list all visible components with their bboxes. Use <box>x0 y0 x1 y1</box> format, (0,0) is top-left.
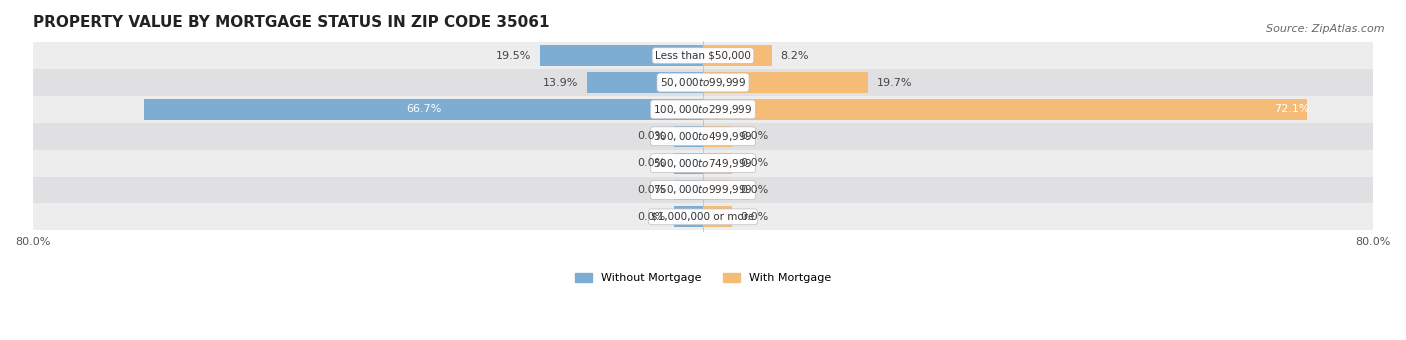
Bar <box>673 153 703 174</box>
Bar <box>703 72 868 93</box>
Text: $1,000,000 or more: $1,000,000 or more <box>651 212 755 222</box>
Bar <box>703 180 733 201</box>
Text: $100,000 to $299,999: $100,000 to $299,999 <box>654 103 752 116</box>
Text: $300,000 to $499,999: $300,000 to $499,999 <box>654 130 752 143</box>
Bar <box>32 123 1374 150</box>
Bar <box>32 69 1374 96</box>
Text: 66.7%: 66.7% <box>406 104 441 114</box>
Text: PROPERTY VALUE BY MORTGAGE STATUS IN ZIP CODE 35061: PROPERTY VALUE BY MORTGAGE STATUS IN ZIP… <box>32 15 550 30</box>
Bar <box>673 126 703 147</box>
Bar <box>586 72 703 93</box>
Text: $50,000 to $99,999: $50,000 to $99,999 <box>659 76 747 89</box>
Text: 0.0%: 0.0% <box>637 185 665 195</box>
Text: $750,000 to $999,999: $750,000 to $999,999 <box>654 184 752 197</box>
Text: 0.0%: 0.0% <box>741 185 769 195</box>
Bar <box>703 206 733 227</box>
Bar <box>32 150 1374 176</box>
Bar <box>32 42 1374 69</box>
Text: 72.1%: 72.1% <box>1274 104 1309 114</box>
Text: $500,000 to $749,999: $500,000 to $749,999 <box>654 157 752 170</box>
Text: 0.0%: 0.0% <box>637 158 665 168</box>
Bar <box>703 45 772 66</box>
Text: 0.0%: 0.0% <box>741 131 769 141</box>
Text: 0.0%: 0.0% <box>741 212 769 222</box>
Bar <box>32 176 1374 203</box>
Bar <box>145 99 703 120</box>
Bar <box>673 206 703 227</box>
Text: 19.7%: 19.7% <box>876 78 912 87</box>
Text: 19.5%: 19.5% <box>496 51 531 61</box>
Text: 0.0%: 0.0% <box>637 131 665 141</box>
Bar <box>32 96 1374 123</box>
Bar <box>673 180 703 201</box>
Text: 0.0%: 0.0% <box>637 212 665 222</box>
Legend: Without Mortgage, With Mortgage: Without Mortgage, With Mortgage <box>575 272 831 283</box>
Text: Source: ZipAtlas.com: Source: ZipAtlas.com <box>1267 24 1385 34</box>
Text: Less than $50,000: Less than $50,000 <box>655 51 751 61</box>
Text: 8.2%: 8.2% <box>780 51 808 61</box>
Text: 13.9%: 13.9% <box>543 78 578 87</box>
Bar <box>703 99 1308 120</box>
Bar <box>540 45 703 66</box>
Bar <box>703 126 733 147</box>
Text: 0.0%: 0.0% <box>741 158 769 168</box>
Bar <box>703 153 733 174</box>
Bar <box>32 203 1374 230</box>
